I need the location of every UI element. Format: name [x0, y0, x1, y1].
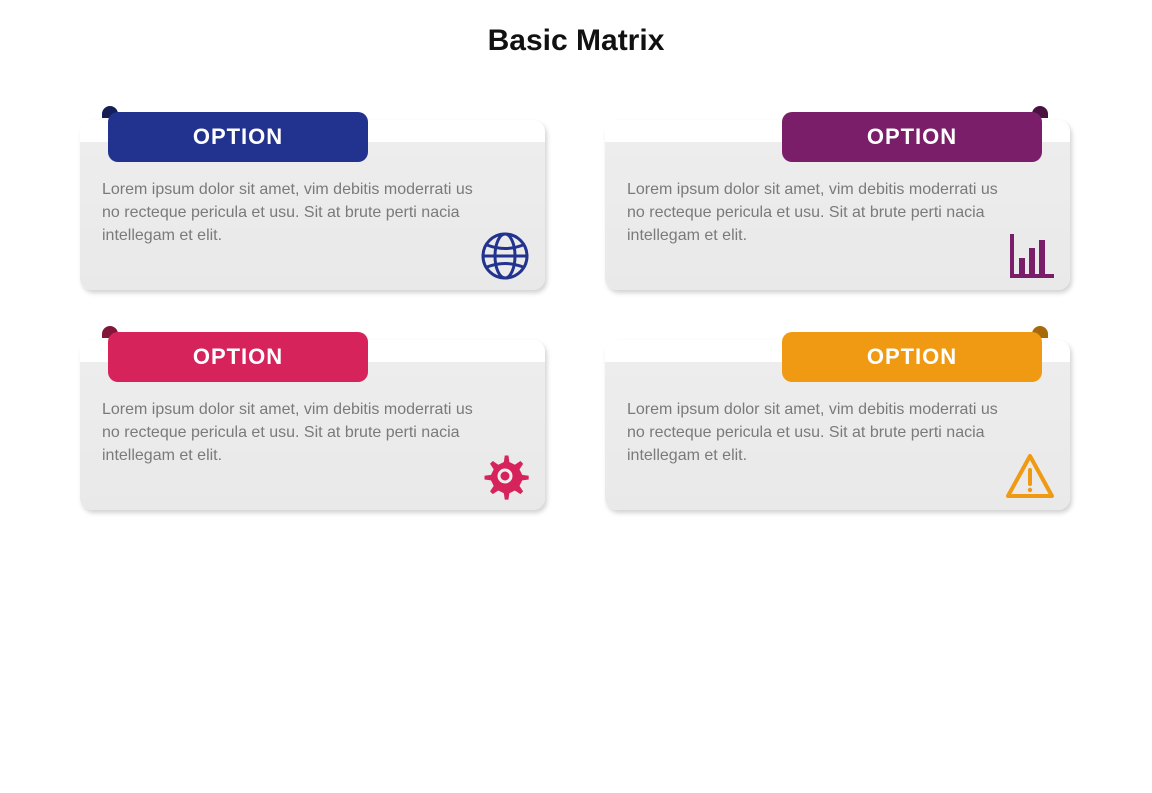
page-title: Basic Matrix	[0, 24, 1152, 58]
tab-wrap: OPTION	[108, 326, 368, 382]
card-body-text: Lorem ipsum dolor sit amet, vim debitis …	[102, 398, 485, 468]
bar-chart-icon	[1004, 230, 1056, 282]
matrix-card: OPTION Lorem ipsum dolor sit amet, vim d…	[605, 120, 1070, 290]
matrix-card: OPTION Lorem ipsum dolor sit amet, vim d…	[80, 340, 545, 510]
matrix-card: OPTION Lorem ipsum dolor sit amet, vim d…	[80, 120, 545, 290]
warning-icon	[1004, 450, 1056, 502]
gear-icon	[479, 450, 531, 502]
card-body-text: Lorem ipsum dolor sit amet, vim debitis …	[102, 178, 485, 248]
option-tab: OPTION	[782, 332, 1042, 382]
matrix-grid: OPTION Lorem ipsum dolor sit amet, vim d…	[80, 120, 1070, 510]
tab-wrap: OPTION	[782, 326, 1042, 382]
tab-wrap: OPTION	[108, 106, 368, 162]
globe-icon	[479, 230, 531, 282]
tab-wrap: OPTION	[782, 106, 1042, 162]
option-tab: OPTION	[782, 112, 1042, 162]
card-body-text: Lorem ipsum dolor sit amet, vim debitis …	[627, 178, 1010, 248]
option-tab: OPTION	[108, 112, 368, 162]
matrix-card: OPTION Lorem ipsum dolor sit amet, vim d…	[605, 340, 1070, 510]
option-tab: OPTION	[108, 332, 368, 382]
card-body-text: Lorem ipsum dolor sit amet, vim debitis …	[627, 398, 1010, 468]
